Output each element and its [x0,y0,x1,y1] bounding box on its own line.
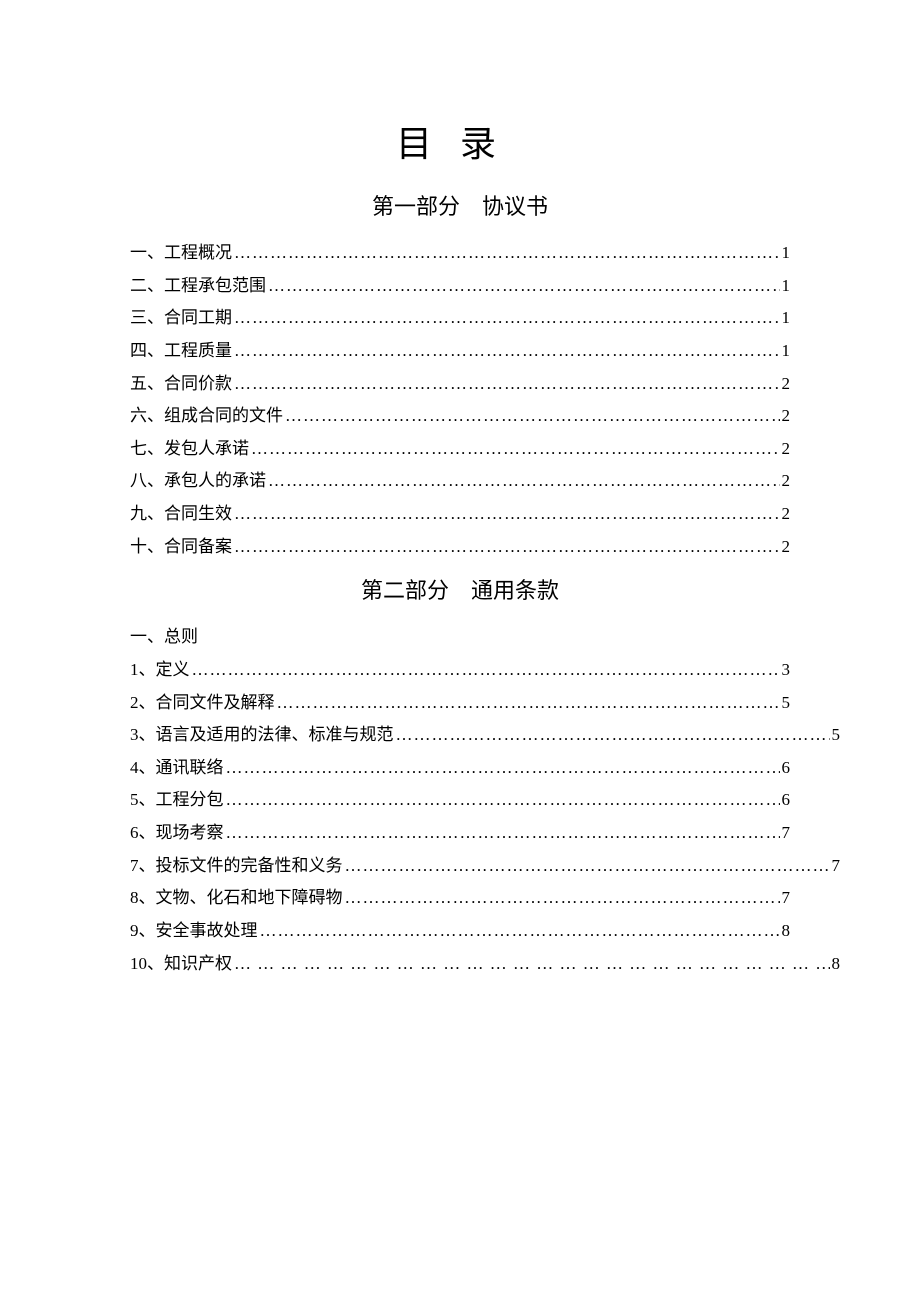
toc-dot-leader: …………………………………………………………………………………………………………… [345,850,830,883]
toc-dot-leader: …………………………………………………………………………………………………………… [268,270,780,303]
toc-dot-leader: …………………………………………………………………………………………………………… [277,687,780,720]
toc-subheading: 一、总则 [130,621,790,654]
toc-label: 五、合同价款 [130,368,232,401]
toc-row: 2、合同文件及解释…………………………………………………………………………………… [130,687,790,720]
toc-dot-leader: …………………………………………………………………………………………………………… [345,882,780,915]
toc-page-number: 8 [782,915,791,948]
toc-label: 十、合同备案 [130,531,232,564]
section-title-part1: 第一部分 [372,194,460,219]
toc-dot-leader: …………………………………………………………………………………………………………… [251,433,780,466]
toc-page-number: 1 [782,270,791,303]
toc-row: 九、合同生效…………………………………………………………………………………………… [130,498,790,531]
toc-page-number: 1 [782,335,791,368]
document-page: 目录 第一部分协议书一、工程概况………………………………………………………………… [0,0,920,980]
toc-row: 六、组成合同的文件…………………………………………………………………………………… [130,400,790,433]
toc-dot-leader: …………………………………………………………………………………………………………… [234,302,780,335]
toc-container: 第一部分协议书一、工程概况………………………………………………………………………… [130,189,790,980]
toc-row: 二、工程承包范围……………………………………………………………………………………… [130,270,790,303]
main-title: 目录 [130,115,790,167]
toc-label: 二、工程承包范围 [130,270,266,303]
toc-dot-leader: …………………………………………………………………………………………………………… [260,915,780,948]
toc-label: 8、文物、化石和地下障碍物 [130,882,343,915]
toc-row: 四、工程质量…………………………………………………………………………………………… [130,335,790,368]
toc-row: 4、通讯联络…………………………………………………………………………………………… [130,752,790,785]
toc-row: 8、文物、化石和地下障碍物………………………………………………………………………… [130,882,790,915]
toc-row: 3、语言及适用的法律、标准与规范………………………………………………………………… [130,719,840,752]
toc-label: 八、承包人的承诺 [130,465,266,498]
toc-page-number: 2 [782,498,791,531]
toc-dot-leader: …………………………………………………………………………………………………………… [234,368,780,401]
toc-page-number: 2 [782,531,791,564]
toc-label: 一、工程概况 [130,237,232,270]
toc-dot-leader: …………………………………………………………………………………………………………… [226,817,780,850]
section-title-part2: 通用条款 [471,578,559,603]
toc-page-number: 2 [782,368,791,401]
toc-label: 4、通讯联络 [130,752,224,785]
toc-page-number: 3 [782,654,791,687]
section-title: 第二部分通用条款 [130,573,790,605]
toc-page-number: 7 [782,882,791,915]
toc-row: 七、发包人承诺………………………………………………………………………………………… [130,433,790,466]
toc-row: 三、合同工期…………………………………………………………………………………………… [130,302,790,335]
toc-dot-leader: …………………………………………………………………………………………………………… [192,654,780,687]
toc-row: 一、工程概况…………………………………………………………………………………………… [130,237,790,270]
toc-page-number: 2 [782,400,791,433]
toc-page-number: 8 [832,948,841,981]
toc-page-number: 6 [782,752,791,785]
toc-label: 9、安全事故处理 [130,915,258,948]
toc-label: 7、投标文件的完备性和义务 [130,850,343,883]
toc-label: 四、工程质量 [130,335,232,368]
toc-row: 7、投标文件的完备性和义务………………………………………………………………………… [130,850,840,883]
toc-dot-leader: …………………………………………………………………………………………………………… [226,784,780,817]
toc-page-number: 1 [782,237,791,270]
toc-page-number: 2 [782,465,791,498]
toc-row: 6、现场考察…………………………………………………………………………………………… [130,817,790,850]
toc-row: 五、合同价款…………………………………………………………………………………………… [130,368,790,401]
toc-row: 1、定义………………………………………………………………………………………………… [130,654,790,687]
toc-dot-leader: … … … … … … … … … … … … … … … … … … … … … [234,948,830,981]
section-title: 第一部分协议书 [130,189,790,221]
toc-list: 一、总则1、定义……………………………………………………………………………………… [130,621,790,980]
toc-page-number: 6 [782,784,791,817]
toc-dot-leader: …………………………………………………………………………………………………………… [234,237,780,270]
toc-label: 七、发包人承诺 [130,433,249,466]
toc-dot-leader: …………………………………………………………………………………………………………… [234,498,780,531]
toc-list: 一、工程概况…………………………………………………………………………………………… [130,237,790,563]
toc-row: 9、安全事故处理……………………………………………………………………………………… [130,915,790,948]
toc-label: 1、定义 [130,654,190,687]
toc-row: 十、合同备案…………………………………………………………………………………………… [130,531,790,564]
toc-page-number: 7 [782,817,791,850]
toc-label: 九、合同生效 [130,498,232,531]
toc-dot-leader: …………………………………………………………………………………………………………… [396,719,830,752]
toc-dot-leader: …………………………………………………………………………………………………………… [268,465,780,498]
section-title-part2: 协议书 [482,194,548,219]
toc-row: 5、工程分包…………………………………………………………………………………………… [130,784,790,817]
toc-dot-leader: …………………………………………………………………………………………………………… [234,335,780,368]
toc-label: 六、组成合同的文件 [130,400,283,433]
toc-page-number: 5 [832,719,841,752]
toc-label: 10、知识产权 [130,948,232,981]
toc-label: 3、语言及适用的法律、标准与规范 [130,719,394,752]
section-title-part1: 第二部分 [361,578,449,603]
toc-page-number: 1 [782,302,791,335]
toc-dot-leader: …………………………………………………………………………………………………………… [285,400,780,433]
toc-row: 八、承包人的承诺……………………………………………………………………………………… [130,465,790,498]
toc-dot-leader: …………………………………………………………………………………………………………… [234,531,780,564]
toc-label: 2、合同文件及解释 [130,687,275,720]
toc-page-number: 7 [832,850,841,883]
toc-label: 5、工程分包 [130,784,224,817]
toc-page-number: 2 [782,433,791,466]
toc-page-number: 5 [782,687,791,720]
toc-dot-leader: …………………………………………………………………………………………………………… [226,752,780,785]
toc-label: 三、合同工期 [130,302,232,335]
toc-row: 10、知识产权… … … … … … … … … … … … … … … … …… [130,948,840,981]
toc-label: 6、现场考察 [130,817,224,850]
